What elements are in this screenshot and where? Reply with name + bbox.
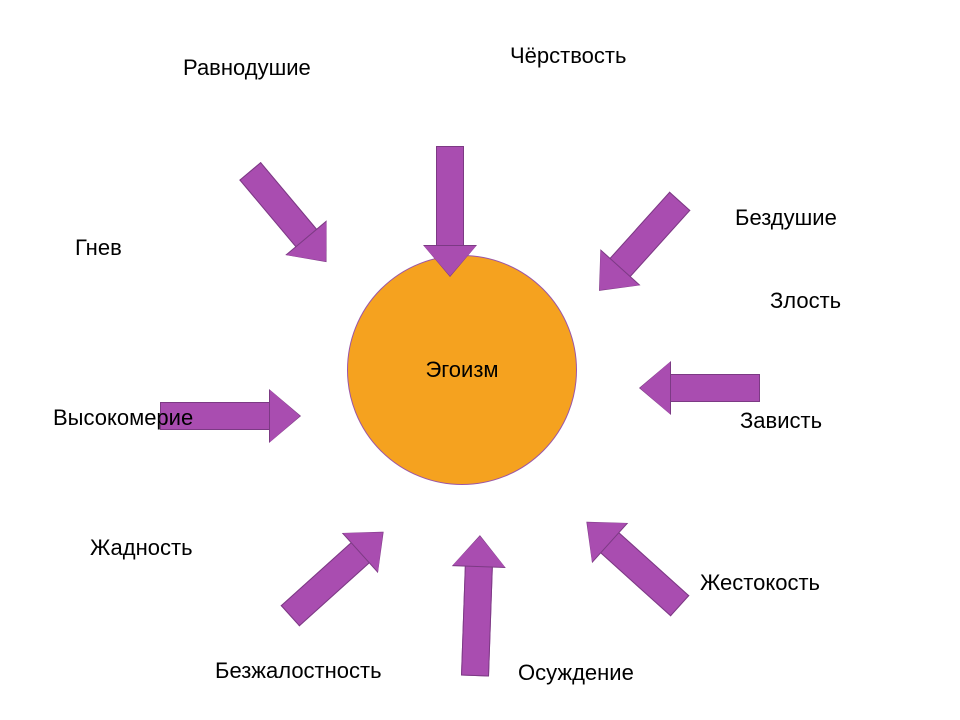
arrow-head (640, 362, 670, 414)
outer-label: Равнодушие (183, 55, 311, 81)
arrow-head (453, 535, 506, 567)
arrow (570, 503, 698, 625)
arrow-head (424, 246, 476, 276)
outer-label: Высокомерие (53, 405, 193, 431)
outer-label: Жадность (90, 535, 193, 561)
arrow-shaft (461, 565, 493, 677)
arrow (230, 154, 346, 278)
outer-label: Безжалостность (215, 658, 382, 684)
arrow-shaft (669, 374, 760, 402)
arrow-shaft (239, 162, 318, 248)
arrow-shaft (609, 192, 691, 278)
outer-label: Бездушие (735, 205, 837, 231)
outer-label: Гнев (75, 235, 122, 261)
arrow (640, 362, 760, 414)
arrow-head (270, 390, 300, 442)
arrow-shaft (436, 146, 464, 247)
outer-label: Осуждение (518, 660, 634, 686)
arrow (449, 535, 506, 677)
arrow-shaft (599, 531, 689, 616)
arrow (580, 184, 699, 308)
outer-label: Жестокость (700, 570, 820, 596)
outer-label: Злость (770, 288, 841, 314)
center-label: Эгоизм (425, 357, 498, 383)
arrow-shaft (281, 541, 371, 626)
outer-label: Чёрствость (510, 43, 626, 69)
diagram-canvas: Эгоизм Равнодушие Чёрствость Бездушие Злость… (0, 0, 960, 720)
outer-label: Зависть (740, 408, 822, 434)
arrow (424, 146, 476, 276)
center-node: Эгоизм (347, 255, 577, 485)
arrow (273, 513, 401, 635)
